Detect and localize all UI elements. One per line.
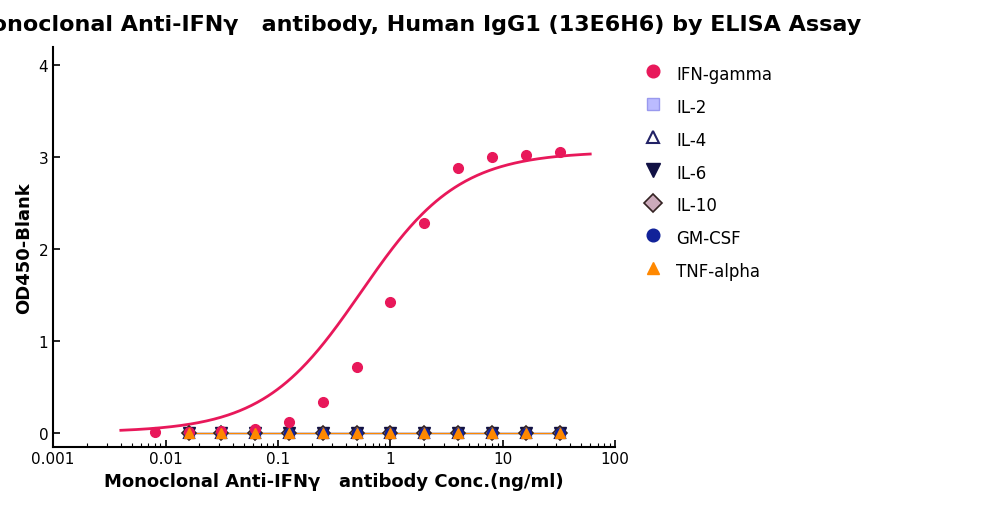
IL-4 (554, 430, 566, 436)
IL-6 (183, 430, 195, 436)
IL-10 (452, 430, 464, 436)
IL-2 (183, 430, 195, 436)
IL-2 (452, 430, 464, 436)
GM-CSF (351, 430, 363, 436)
Y-axis label: OD450-Blank: OD450-Blank (15, 181, 33, 313)
IL-6 (249, 430, 261, 436)
TNF-alpha (351, 430, 363, 436)
Line: IL-6: IL-6 (183, 427, 565, 438)
IL-2 (283, 430, 295, 436)
Line: IL-2: IL-2 (184, 428, 564, 438)
IFN-gamma (183, 429, 195, 435)
Line: IL-10: IL-10 (184, 428, 564, 438)
TNF-alpha (249, 430, 261, 436)
TNF-alpha (384, 430, 396, 436)
TNF-alpha (215, 430, 227, 436)
GM-CSF (418, 430, 430, 436)
TNF-alpha (283, 430, 295, 436)
IL-2 (554, 430, 566, 436)
IFN-gamma (249, 426, 261, 432)
IL-2 (317, 430, 329, 436)
IL-4 (249, 430, 261, 436)
TNF-alpha (418, 430, 430, 436)
Line: IFN-gamma: IFN-gamma (150, 148, 564, 437)
IL-2 (520, 430, 532, 436)
IL-6 (418, 430, 430, 436)
IL-4 (183, 430, 195, 436)
IL-10 (351, 430, 363, 436)
TNF-alpha (486, 430, 498, 436)
TNF-alpha (520, 430, 532, 436)
IFN-gamma (215, 428, 227, 434)
IFN-gamma (351, 364, 363, 370)
IL-10 (215, 430, 227, 436)
IL-6 (554, 430, 566, 436)
IFN-gamma (486, 155, 498, 161)
GM-CSF (384, 430, 396, 436)
IL-2 (215, 430, 227, 436)
GM-CSF (183, 430, 195, 436)
IL-2 (384, 430, 396, 436)
IL-10 (486, 430, 498, 436)
IL-4 (418, 430, 430, 436)
Line: IL-4: IL-4 (184, 428, 564, 438)
TNF-alpha (554, 430, 566, 436)
Legend: IFN-gamma, IL-2, IL-4, IL-6, IL-10, GM-CSF, TNF-alpha: IFN-gamma, IL-2, IL-4, IL-6, IL-10, GM-C… (635, 56, 781, 289)
TNF-alpha (452, 430, 464, 436)
IL-10 (384, 430, 396, 436)
IL-2 (418, 430, 430, 436)
IL-10 (317, 430, 329, 436)
IL-4 (215, 430, 227, 436)
GM-CSF (249, 430, 261, 436)
IFN-gamma (283, 419, 295, 425)
GM-CSF (317, 430, 329, 436)
IL-6 (215, 430, 227, 436)
IL-2 (249, 430, 261, 436)
IFN-gamma (452, 166, 464, 172)
IL-6 (486, 430, 498, 436)
IL-2 (351, 430, 363, 436)
Title: Detection of Monoclonal Anti-IFNγ   antibody, Human IgG1 (13E6H6) by ELISA Assay: Detection of Monoclonal Anti-IFNγ antibo… (0, 15, 861, 35)
IFN-gamma (418, 221, 430, 227)
IL-6 (520, 430, 532, 436)
IL-4 (351, 430, 363, 436)
IL-6 (283, 430, 295, 436)
IL-10 (554, 430, 566, 436)
TNF-alpha (183, 430, 195, 436)
IL-4 (452, 430, 464, 436)
GM-CSF (452, 430, 464, 436)
GM-CSF (520, 430, 532, 436)
IL-10 (283, 430, 295, 436)
GM-CSF (554, 430, 566, 436)
IFN-gamma (384, 299, 396, 306)
IL-6 (351, 430, 363, 436)
IFN-gamma (554, 150, 566, 156)
IL-2 (486, 430, 498, 436)
IL-6 (384, 430, 396, 436)
IFN-gamma (520, 153, 532, 159)
IL-4 (384, 430, 396, 436)
X-axis label: Monoclonal Anti-IFNγ   antibody Conc.(ng/ml): Monoclonal Anti-IFNγ antibody Conc.(ng/m… (104, 472, 564, 490)
IL-4 (486, 430, 498, 436)
IFN-gamma (149, 429, 161, 435)
IFN-gamma (317, 399, 329, 405)
GM-CSF (215, 430, 227, 436)
IL-6 (452, 430, 464, 436)
IL-10 (183, 430, 195, 436)
IL-10 (249, 430, 261, 436)
IL-10 (418, 430, 430, 436)
IL-10 (520, 430, 532, 436)
GM-CSF (486, 430, 498, 436)
IL-4 (283, 430, 295, 436)
IL-6 (317, 430, 329, 436)
TNF-alpha (317, 430, 329, 436)
IL-4 (520, 430, 532, 436)
IL-4 (317, 430, 329, 436)
Line: GM-CSF: GM-CSF (184, 428, 564, 438)
Line: TNF-alpha: TNF-alpha (184, 428, 564, 438)
GM-CSF (283, 430, 295, 436)
